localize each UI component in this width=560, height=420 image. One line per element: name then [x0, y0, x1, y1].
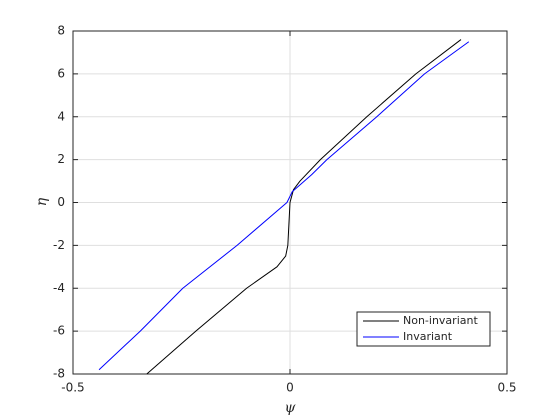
- series-line: [146, 39, 462, 375]
- y-axis-label: η: [34, 197, 50, 206]
- y-tick-label: -8: [53, 367, 65, 381]
- y-tick-label: 6: [57, 66, 65, 80]
- x-axis-label: ψ: [285, 400, 297, 416]
- legend-label: Invariant: [403, 330, 453, 343]
- series-line: [98, 41, 470, 371]
- legend-box: [356, 311, 491, 347]
- y-tick-label: 8: [57, 24, 65, 38]
- y-tick-label: 4: [57, 109, 65, 123]
- legend-label: Non-invariant: [403, 314, 478, 327]
- y-tick-label: -6: [53, 324, 65, 338]
- x-tick-label: 0: [286, 381, 294, 395]
- y-tick-label: -4: [53, 281, 65, 295]
- plot-frame: [72, 30, 508, 375]
- y-tick-label: -2: [53, 238, 65, 252]
- y-tick-label: 0: [57, 195, 65, 209]
- x-tick-label: 0.5: [497, 381, 516, 395]
- x-tick-label: -0.5: [61, 381, 84, 395]
- y-tick-label: 2: [57, 152, 65, 166]
